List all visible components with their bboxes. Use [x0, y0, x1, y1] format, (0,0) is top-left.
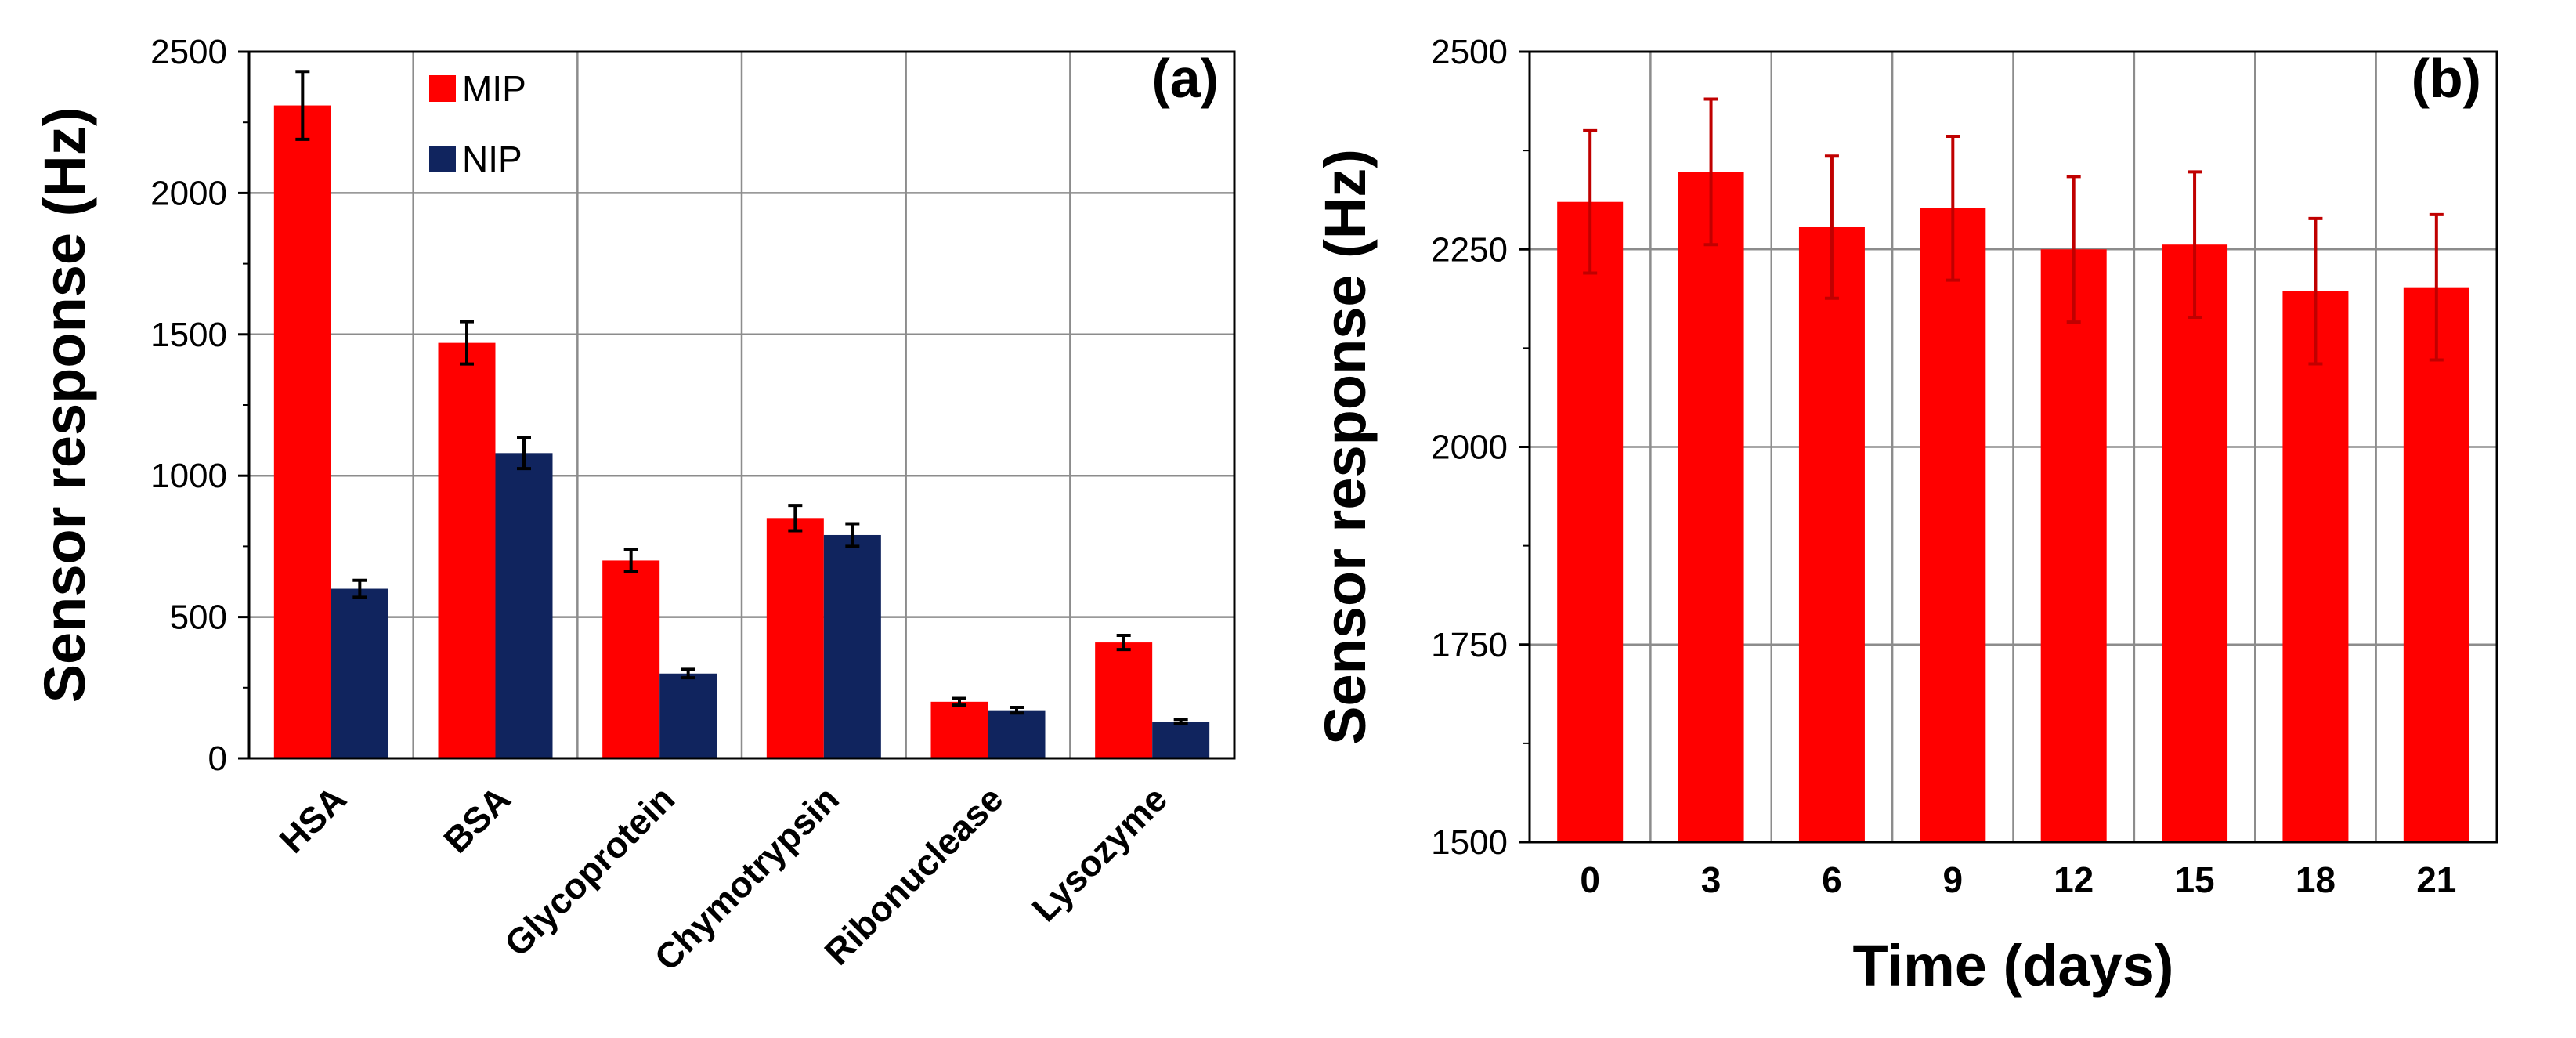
chart-a-error-bars — [295, 70, 1188, 725]
bar-nip-glycoprotein — [659, 673, 717, 758]
bar-day-21 — [2403, 287, 2469, 842]
error-bar-day-21 — [2429, 212, 2444, 362]
chart-b-x-tick-label: 0 — [1580, 859, 1600, 900]
chart-a-x-tick-label: Lysozyme — [1024, 778, 1175, 929]
legend-swatch-mip — [429, 75, 456, 102]
error-bar-nip-chymotrypsin — [845, 522, 860, 548]
error-bar-mip-glycoprotein — [623, 548, 638, 573]
error-bar-nip-glycoprotein — [681, 667, 695, 680]
bar-mip-chymotrypsin — [766, 518, 824, 758]
chart-b-y-ticks: 1500 1750 2000 2250 2500 — [1431, 33, 1530, 862]
error-bar-nip-ribonuclease — [1010, 706, 1024, 715]
chart-a-y-tick-label: 1000 — [150, 457, 227, 495]
bar-day-12 — [2040, 249, 2107, 842]
chart-b-x-tick-label: 6 — [1822, 859, 1842, 900]
chart-b-y-axis-label: Sensor response (Hz) — [1313, 149, 1378, 745]
chart-b-y-tick-label: 2500 — [1431, 33, 1508, 71]
chart-a-y-tick-label: 0 — [208, 740, 227, 778]
chart-b-x-tick-label: 9 — [1943, 859, 1964, 900]
bar-day-15 — [2162, 244, 2228, 842]
bar-day-0 — [1557, 201, 1624, 843]
error-bar-day-9 — [1946, 134, 1960, 282]
bar-mip-hsa — [273, 105, 331, 758]
chart-a-x-tick-label: BSA — [435, 778, 518, 860]
chart-a-y-tick-label: 500 — [170, 599, 227, 637]
chart-b-gridlines — [1530, 50, 2497, 844]
bar-mip-ribonuclease — [930, 701, 988, 758]
bar-day-6 — [1798, 226, 1865, 842]
chart-b-x-ticks: 0 3 6 9 12 15 18 21 — [1580, 859, 2456, 900]
error-bar-nip-lysozyme — [1173, 718, 1188, 725]
chart-a-x-ticks: HSA BSAGlycoproteinChymotrypsinRibonuclea… — [271, 778, 1175, 978]
chart-b-x-tick-label: 15 — [2174, 859, 2214, 900]
error-bar-mip-bsa — [460, 320, 474, 366]
bar-nip-chymotrypsin — [823, 534, 881, 758]
chart-b-y-tick-label: 1750 — [1431, 626, 1508, 664]
chart-b-x-tick-label: 18 — [2296, 859, 2336, 900]
chart-a-gridlines — [249, 50, 1234, 760]
chart-b-y-tick-label: 1500 — [1431, 823, 1508, 862]
error-bar-mip-lysozyme — [1116, 634, 1131, 652]
error-bar-nip-bsa — [517, 436, 531, 471]
chart-a-x-tick-label: HSA — [271, 778, 353, 860]
chart-b-x-tick-label: 12 — [2054, 859, 2094, 900]
error-bar-day-6 — [1824, 154, 1839, 300]
chart-a-y-axis-label: Sensor response (Hz) — [32, 107, 97, 703]
chart-b-y-tick-label: 2250 — [1431, 230, 1508, 269]
chart-a-y-tick-label: 1500 — [150, 316, 227, 354]
chart-a-y-tick-label: 2000 — [150, 174, 227, 212]
error-bar-day-12 — [2066, 175, 2081, 324]
error-bar-mip-chymotrypsin — [788, 504, 803, 533]
error-bar-nip-hsa — [352, 578, 367, 599]
error-bar-day-15 — [2188, 170, 2202, 320]
bar-mip-lysozyme — [1095, 642, 1153, 758]
bar-nip-lysozyme — [1152, 722, 1210, 758]
chart-b-bars — [1557, 172, 2469, 843]
bar-day-3 — [1678, 172, 1744, 843]
bar-nip-bsa — [495, 453, 553, 758]
chart-a-bars — [273, 105, 1210, 758]
error-bar-mip-ribonuclease — [952, 696, 966, 707]
error-bar-day-18 — [2308, 216, 2323, 366]
chart-b-x-tick-label: 3 — [1701, 859, 1722, 900]
bar-nip-hsa — [331, 588, 388, 758]
chart-b-y-tick-label: 2000 — [1431, 429, 1508, 467]
legend-swatch-nip — [429, 146, 456, 172]
bar-mip-bsa — [438, 342, 496, 758]
error-bar-mip-hsa — [295, 70, 310, 141]
chart-b-x-axis-label: Time (days) — [1853, 933, 2174, 998]
chart-a-y-ticks: 0 500 1000 1500 2000 2500 — [150, 33, 249, 778]
error-bar-day-3 — [1703, 97, 1718, 247]
error-bar-day-0 — [1583, 128, 1598, 275]
bar-nip-ribonuclease — [988, 710, 1046, 758]
chart-b-error-bars — [1583, 97, 2444, 366]
bar-day-9 — [1920, 208, 1986, 843]
chart-b-panel-label: (b) — [2412, 48, 2481, 109]
chart-panel-b: 1500 1750 2000 2250 2500 0 3 6 9 12 15 18 21 Sensor… — [1313, 33, 2498, 998]
chart-a-panel-label: (a) — [1151, 48, 1219, 109]
chart-a-legend: MIP NIP — [429, 68, 526, 179]
chart-a-y-tick-label: 2500 — [150, 33, 227, 71]
legend-label-nip: NIP — [462, 139, 522, 179]
bar-day-18 — [2282, 291, 2349, 842]
legend-label-mip: MIP — [462, 68, 526, 109]
bar-mip-glycoprotein — [602, 560, 660, 758]
chart-a-x-tick-label: Glycoprotein — [497, 778, 682, 964]
chart-b-x-tick-label: 21 — [2416, 859, 2456, 900]
